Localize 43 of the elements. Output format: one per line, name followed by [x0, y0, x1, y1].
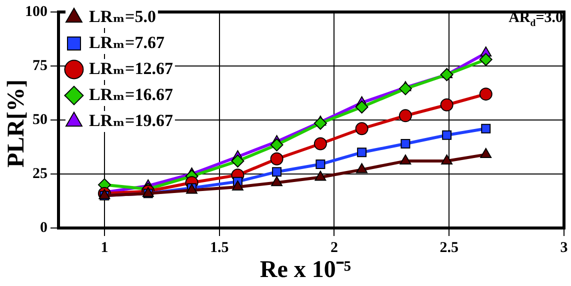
point: [398, 82, 412, 96]
y-tick-label: 100: [25, 4, 48, 20]
y-tick-label: 0: [40, 220, 48, 236]
point: [232, 180, 244, 190]
point: [440, 98, 454, 112]
point: [314, 170, 326, 181]
point: [440, 68, 454, 82]
point: [231, 154, 244, 168]
legend-label: LRₘ=7.67: [89, 32, 165, 52]
legend-label: LRₘ=19.67: [89, 110, 174, 130]
point: [479, 88, 492, 101]
point: [272, 167, 282, 177]
point: [481, 124, 491, 134]
x-tick-label: 1.5: [210, 240, 229, 256]
x-axis-title: Re x 10⁻⁵: [260, 257, 352, 283]
x-tick-label: 3: [560, 240, 568, 256]
x-tick-label: 1: [100, 240, 108, 256]
point: [441, 154, 453, 165]
point: [442, 130, 452, 140]
y-tick-label: 50: [32, 112, 48, 128]
point: [314, 137, 327, 150]
point: [355, 100, 368, 114]
point: [270, 138, 284, 152]
legend-label: LRₘ=5.0: [89, 6, 156, 26]
point: [480, 148, 492, 158]
point: [316, 160, 326, 170]
x-tick-label: 2: [330, 240, 338, 256]
point: [400, 154, 412, 165]
point: [270, 152, 284, 166]
legend-label: LRₘ=12.67: [89, 58, 174, 78]
point: [357, 148, 367, 158]
legend-label: LRₘ=16.67: [89, 84, 174, 104]
x-tick-label: 2.5: [440, 240, 458, 256]
point: [271, 176, 282, 186]
point: [355, 122, 368, 136]
point: [314, 116, 327, 130]
point: [400, 139, 410, 149]
point: [398, 109, 412, 122]
y-axis-title: PLR[%]: [4, 78, 30, 168]
point: [479, 53, 492, 66]
point: [356, 163, 368, 174]
y-tick-label: 75: [32, 58, 48, 74]
y-tick-label: 25: [32, 166, 48, 182]
